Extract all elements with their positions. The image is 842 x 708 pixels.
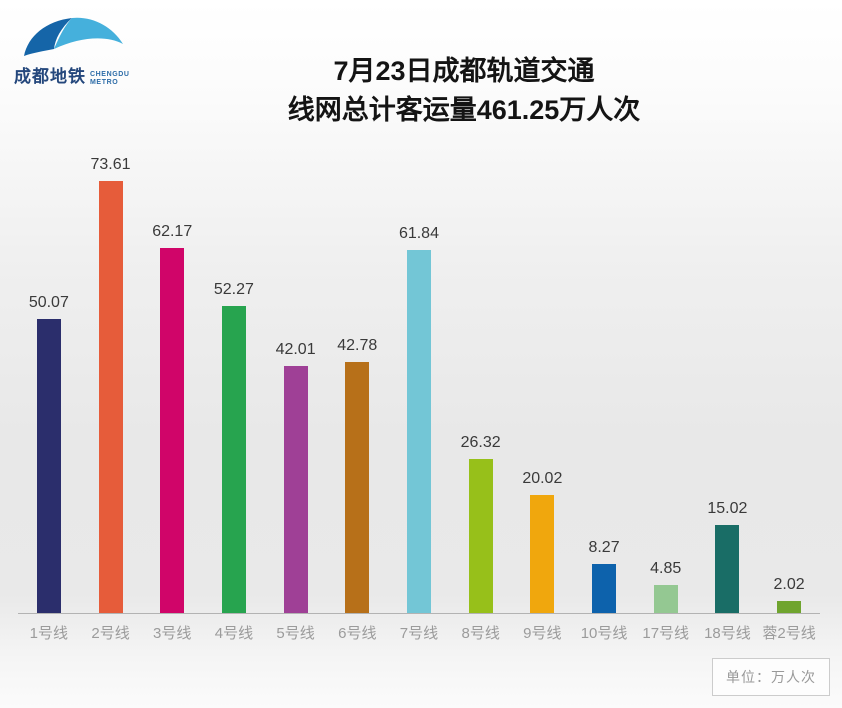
bar-x-label: 7号线 [399, 625, 439, 642]
bar-value-label: 42.01 [275, 341, 316, 358]
bar [98, 181, 123, 613]
logo-en-text: CHENGDU METRO [90, 71, 130, 87]
unit-label: 单位：万人次 [726, 669, 816, 685]
bar [406, 250, 431, 613]
bar-column: 73.61 [80, 156, 142, 613]
bar [345, 362, 370, 613]
bar-x-label: 17号线 [642, 625, 690, 642]
bar-column: 26.32 [450, 156, 512, 613]
bar-column: 52.27 [203, 156, 265, 613]
bar-x-label: 8号线 [461, 625, 500, 642]
bar-column: 61.84 [388, 156, 450, 613]
chart-title-line1: 7月23日成都轨道交通 [333, 56, 595, 86]
bar [715, 525, 740, 613]
bar-value-label: 50.07 [28, 294, 69, 311]
bar-column: 62.17 [141, 156, 203, 613]
bar-x-label: 6号线 [338, 625, 377, 642]
bar [777, 601, 802, 613]
logo-en-line1: CHENGDU [90, 71, 130, 78]
bar-column: 2.02 [758, 156, 820, 613]
bar-column: 8.27 [573, 156, 635, 613]
x-axis-line [18, 613, 820, 614]
bar-x-label: 3号线 [153, 625, 192, 642]
bar-value-label: 20.02 [522, 470, 563, 487]
bar-column: 42.01 [265, 156, 327, 613]
bar-value-label: 15.02 [707, 500, 748, 517]
bar-column: 15.02 [697, 156, 759, 613]
bar [36, 319, 61, 613]
metro-swoosh-icon [24, 17, 123, 56]
bar-x-label: 2号线 [91, 625, 130, 642]
unit-box: 单位：万人次 [712, 658, 830, 696]
chart-title: 7月23日成都轨道交通 线网总计客运量461.25万人次 [0, 52, 842, 130]
x-labels-row: 1号线 2号线 3号线 4号线 5号线 6号线 7号线 8号线 9号线 10号线 17号线 18号线蓉… [18, 622, 820, 643]
bar-value-label: 52.27 [213, 281, 254, 298]
logo-cn-text: 成都地铁 [14, 67, 86, 86]
chengdu-metro-logo: 成都地铁 CHENGDU METRO [14, 16, 134, 87]
bar [653, 585, 678, 613]
bar-value-label: 62.17 [152, 223, 193, 240]
bar-column: 50.07 [18, 156, 80, 613]
bar-x-label: 18号线 [704, 625, 751, 642]
bar-x-label: 9号线 [523, 625, 562, 642]
chart-title-line2: 线网总计客运量461.25万人次 [287, 95, 641, 125]
bar-value-label: 26.32 [460, 434, 501, 451]
bar-x-label: 5号线 [276, 625, 315, 642]
logo-en-line2: METRO [90, 79, 119, 86]
bar-value-label: 42.78 [337, 337, 378, 354]
bar-x-label: 4号线 [214, 625, 254, 642]
bar [283, 366, 308, 613]
bar-x-label: 蓉2号线 [762, 625, 816, 642]
bar-column: 4.85 [635, 156, 697, 613]
bar-x-label: 1号线 [29, 625, 69, 642]
bar-value-label: 2.02 [773, 576, 805, 593]
bar [468, 459, 493, 613]
bar-value-label: 61.84 [398, 225, 439, 242]
bar-value-label: 73.61 [90, 156, 131, 173]
bar [221, 306, 246, 613]
bar-value-label: 4.85 [650, 560, 682, 577]
bar-column: 42.78 [326, 156, 388, 613]
bar-x-label: 10号线 [580, 625, 628, 642]
bars-row: 50.07 73.61 62.17 52.27 42.01 42.78 61.84 26.32… [18, 156, 820, 613]
bar-column: 20.02 [512, 156, 574, 613]
bar [592, 564, 617, 613]
bar [530, 495, 555, 613]
bar [160, 248, 185, 613]
bar-value-label: 8.27 [588, 539, 620, 556]
